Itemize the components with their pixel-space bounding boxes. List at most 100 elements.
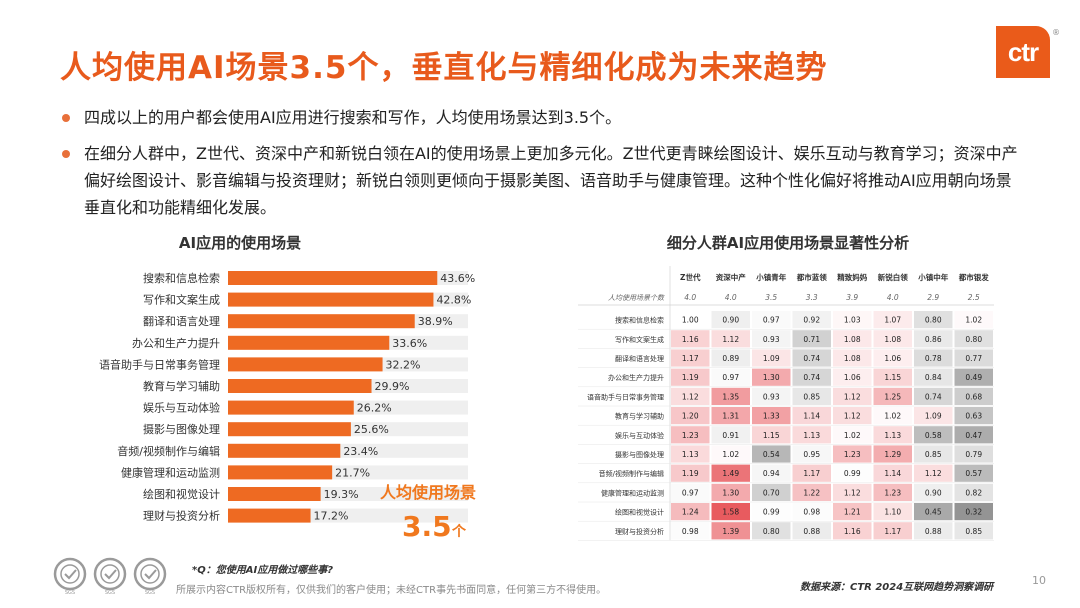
heatmap-cell [752,483,791,501]
heatmap-cell-value: 1.17 [803,469,820,478]
bar-chart-title: AI应用的使用场景 [178,234,302,252]
heatmap-cell-value: 1.35 [722,392,739,401]
heatmap-svg: Z世代 4.0 资深中产 4.0 小镇青年 3.5 都市蓝领 3.3 精致妈妈 3.9 新锐白领 4.… [578,266,994,541]
heatmap-cell-value: 1.30 [722,488,739,497]
heatmap-cell [873,349,912,367]
heatmap-cell [954,464,993,482]
heatmap-cell [914,407,953,425]
heatmap-cell-value: 0.79 [965,450,982,459]
category-label: 摄影与图像处理 [143,422,220,436]
heatmap-cell-value: 0.70 [763,488,780,497]
heatmap-cell [671,407,710,425]
heatmap-cell [711,464,750,482]
heatmap-cell-value: 1.12 [925,469,942,478]
heatmap-cell [792,330,831,348]
ctr-logo: ctr [996,26,1050,78]
heatmap-cell [792,464,831,482]
heatmap-cell [914,464,953,482]
heatmap-cell-value: 0.63 [965,412,982,421]
heatmap-cell-value: 1.06 [844,373,861,382]
heatmap-cell [711,407,750,425]
heatmap-cell [752,503,791,521]
heatmap-cell-value: 0.85 [803,392,820,401]
heatmap-cell [671,311,710,329]
heatmap-row-label: 健康管理和运动监测 [601,488,664,497]
heatmap-summary-value: 4.0 [887,293,899,302]
heatmap-cell [833,349,872,367]
heatmap-cell-value: 1.08 [844,354,861,363]
heatmap-cell [873,503,912,521]
heatmap-cell-value: 0.99 [763,508,780,517]
heatmap-cell [711,522,750,540]
heatmap-cell-value: 1.06 [884,354,901,363]
heatmap-cell [752,311,791,329]
heatmap-cell [711,330,750,348]
bar [228,271,438,285]
heatmap-cell-value: 0.68 [965,392,982,401]
heatmap-cell [914,522,953,540]
category-label: 理财与投资分析 [143,509,220,523]
category-label: 健康管理和运动监测 [121,465,220,479]
heatmap-cell [792,483,831,501]
heatmap-cell [873,483,912,501]
heatmap-column-header: 小镇青年 [756,272,786,282]
heatmap-row-label: 音频/视频制作与编辑 [599,469,664,478]
heatmap-cell-value: 0.80 [763,527,780,536]
heatmap-cell [711,311,750,329]
heatmap-row-label: 翻译和语言处理 [615,354,664,363]
heatmap-cell-value: 1.12 [844,412,861,421]
heatmap-cell [914,426,953,444]
bar [228,508,311,523]
heatmap-cell [873,522,912,540]
value-label: 19.3% [324,488,359,501]
category-label: 绘图和视觉设计 [143,487,220,501]
heatmap-cell-value: 1.49 [722,469,739,478]
heatmap-cell [711,483,750,501]
heatmap-cell-value: 0.97 [763,316,780,325]
heatmap-cell [954,522,993,540]
category-label: 教育与学习辅助 [143,379,220,393]
heatmap-cell [792,368,831,386]
heatmap-cell [873,311,912,329]
value-label: 25.6% [354,423,389,436]
bar [228,487,321,501]
heatmap-cell-value: 0.90 [722,316,739,325]
heatmap-cell [752,426,791,444]
heatmap-cell-value: 0.97 [722,373,739,382]
heatmap-cell-value: 0.45 [925,508,942,517]
heatmap-cell [752,522,791,540]
heatmap-cell [671,503,710,521]
seal-label: SGS [65,590,75,596]
page-number: 10 [1032,574,1046,587]
heatmap-cell [914,503,953,521]
copyright-notice: 所展示内容CTR版权所有，仅供我们的客户使用；未经CTR事先书面同意，任何第三方… [176,585,607,596]
heatmap-summary-value: 4.0 [725,293,737,302]
category-label: 办公和生产力提升 [132,336,220,350]
heatmap-cell [954,407,993,425]
heatmap-cell-value: 0.57 [965,469,982,478]
heatmap-summary-value: 3.5 [765,293,777,302]
heatmap-cell-value: 1.23 [884,488,901,497]
heatmap-cell-value: 1.12 [844,392,861,401]
heatmap-cell-value: 0.74 [925,392,942,401]
heatmap-cell-value: 0.89 [722,354,739,363]
value-label: 43.6% [440,272,475,285]
heatmap-cell-value: 0.78 [925,354,942,363]
heatmap-cell [873,407,912,425]
heatmap-cell [752,349,791,367]
bar [228,335,390,350]
heatmap-cell-value: 0.97 [682,488,699,497]
heatmap-cell [954,387,993,405]
heatmap-cell [752,387,791,405]
heatmap-cell [833,407,872,425]
heatmap-column-header: 资深中产 [716,272,746,282]
heatmap-cell-value: 0.49 [965,373,982,382]
heatmap-cell-value: 1.17 [884,527,901,536]
heatmap-cell-value: 1.25 [884,392,901,401]
heatmap-cell-value: 1.23 [844,450,861,459]
value-label: 38.9% [418,315,453,328]
heatmap-cell-value: 0.93 [763,392,780,401]
heatmap-row-label: 搜索和信息检索 [615,316,664,325]
heatmap-cell-value: 0.54 [763,450,780,459]
bar-chart-svg: 搜索和信息检索 43.6% 写作和文案生成 42.8% 翻译和语言处理 38.9% 办公和生… [99,271,476,543]
